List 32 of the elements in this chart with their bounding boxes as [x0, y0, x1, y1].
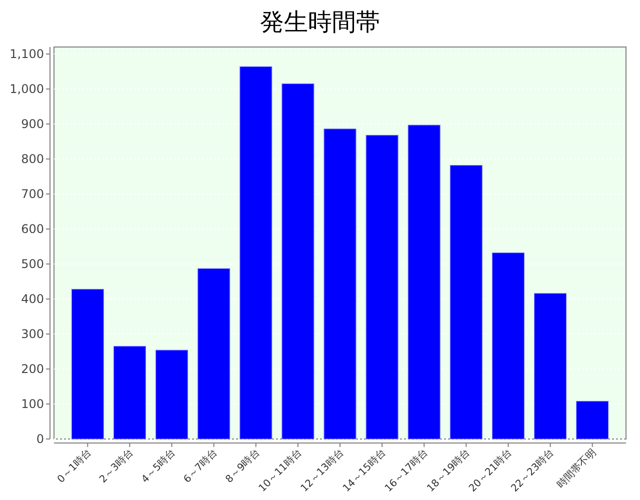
y-tick-label: 1,000 [10, 82, 44, 96]
y-tick-label: 800 [21, 152, 44, 166]
bar [324, 128, 356, 440]
y-tick-label: 0 [36, 432, 44, 446]
bar [71, 288, 104, 440]
bar [450, 165, 482, 440]
bar [492, 252, 525, 440]
x-tick-label: 6～7時台 [181, 446, 220, 486]
bar [534, 293, 567, 440]
y-tick-label: 600 [21, 222, 44, 236]
x-tick-label: 時間帯不明 [554, 446, 598, 490]
x-tick-label: 4～5時台 [139, 446, 178, 486]
x-tick-label: 2～3時台 [97, 446, 136, 486]
x-tick-label: 0～1時台 [55, 446, 94, 486]
chart-title: 発生時間帯 [260, 8, 380, 36]
bar [408, 124, 440, 440]
bar [155, 350, 188, 440]
y-tick-label: 100 [21, 397, 44, 411]
y-tick-label: 700 [21, 187, 44, 201]
bar [198, 268, 230, 440]
y-tick-label: 1,100 [10, 47, 44, 61]
y-tick-label: 400 [21, 292, 44, 306]
y-tick-label: 200 [21, 362, 44, 376]
x-tick-label: 8～9時台 [223, 446, 262, 486]
bar [240, 66, 272, 440]
y-tick-label: 300 [21, 327, 44, 341]
bar [576, 400, 609, 440]
bar [366, 134, 398, 440]
bar [282, 83, 314, 440]
bar [113, 346, 146, 440]
y-tick-label: 900 [21, 117, 44, 131]
y-tick-label: 500 [21, 257, 44, 271]
